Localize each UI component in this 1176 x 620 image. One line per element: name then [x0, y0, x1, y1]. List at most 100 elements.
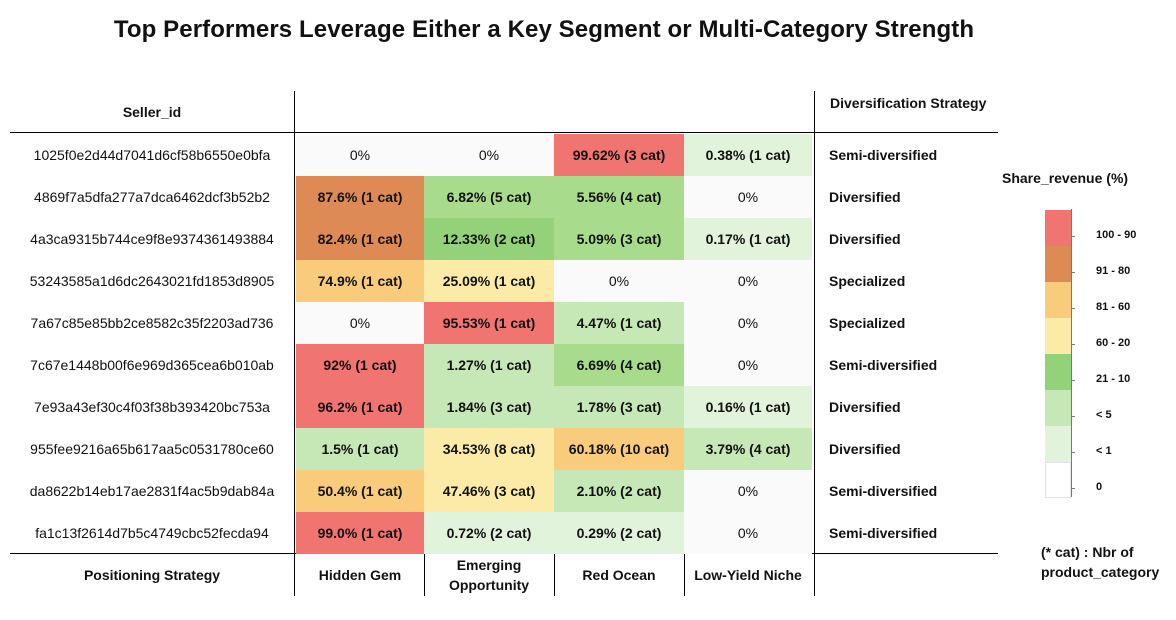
legend-tick	[1071, 236, 1075, 237]
share-cell: 96.2% (1 cat)	[296, 386, 424, 428]
legend-label: 91 - 80	[1096, 265, 1131, 277]
diversification-strategy-cell: Diversified	[829, 189, 901, 205]
legend-title: Share_revenue (%)	[1002, 170, 1129, 186]
share-cell: 0%	[684, 302, 812, 344]
share-cell: 1.27% (1 cat)	[424, 344, 554, 386]
legend-swatch	[1045, 282, 1071, 318]
legend-swatch	[1045, 426, 1071, 462]
legend-swatch	[1045, 318, 1071, 354]
share-cell: 0%	[684, 512, 812, 554]
grid-hline-top	[10, 132, 998, 133]
legend-tick	[1071, 344, 1075, 345]
note-line-1: (* cat) : Nbr of	[1041, 544, 1134, 560]
share-cell: 47.46% (3 cat)	[424, 470, 554, 512]
share-cell: 1.78% (3 cat)	[554, 386, 684, 428]
legend-swatch	[1045, 246, 1071, 282]
share-cell: 5.56% (4 cat)	[554, 176, 684, 218]
share-cell: 0.17% (1 cat)	[684, 218, 812, 260]
legend-tick	[1071, 272, 1075, 273]
share-cell: 4.47% (1 cat)	[554, 302, 684, 344]
seller-id-cell: 53243585a1d6dc2643021fd1853d8905	[29, 273, 275, 289]
share-cell: 0%	[684, 344, 812, 386]
legend-tick	[1071, 308, 1075, 309]
share-cell: 0%	[684, 470, 812, 512]
share-cell: 87.6% (1 cat)	[296, 176, 424, 218]
legend-tick	[1071, 416, 1075, 417]
share-cell: 1.84% (3 cat)	[424, 386, 554, 428]
legend-swatch	[1045, 390, 1071, 426]
seller-id-cell: 955fee9216a65b617aa5c0531780ce60	[30, 441, 274, 457]
legend-swatch	[1045, 210, 1071, 246]
share-cell: 12.33% (2 cat)	[424, 218, 554, 260]
legend-label: 21 - 10	[1096, 373, 1131, 385]
legend-label: < 1	[1096, 445, 1112, 457]
diversification-strategy-cell: Semi-diversified	[829, 147, 938, 163]
share-cell: 5.09% (3 cat)	[554, 218, 684, 260]
diversification-strategy-cell: Semi-diversified	[829, 357, 938, 373]
share-cell: 0%	[684, 176, 812, 218]
grid-vline-left	[294, 91, 295, 596]
share-cell: 0%	[424, 134, 554, 176]
chart-title: Top Performers Leverage Either a Key Seg…	[113, 16, 975, 43]
seller-id-cell: 4869f7a5dfa277a7dca6462dcf3b52b2	[34, 189, 270, 205]
diversification-strategy-cell: Diversified	[829, 441, 901, 457]
seller-id-cell: 7e93a43ef30c4f03f38b393420bc753a	[34, 399, 270, 415]
seller-id-cell: 1025f0e2d44d7041d6cf58b6550e0bfa	[33, 147, 271, 163]
share-cell: 82.4% (1 cat)	[296, 218, 424, 260]
diversification-strategy-cell: Semi-diversified	[829, 525, 938, 541]
category-count-note: (* cat) : Nbr of product_category	[1041, 542, 1159, 582]
share-cell: 95.53% (1 cat)	[424, 302, 554, 344]
share-cell: 0.16% (1 cat)	[684, 386, 812, 428]
footer-separator	[554, 554, 555, 596]
share-cell: 50.4% (1 cat)	[296, 470, 424, 512]
seller-id-cell: 4a3ca9315b744ce9f8e9374361493884	[30, 231, 274, 247]
share-cell: 0%	[684, 260, 812, 302]
legend-tick	[1071, 452, 1075, 453]
share-cell: 92% (1 cat)	[296, 344, 424, 386]
legend-tick	[1071, 380, 1075, 381]
footer-separator	[424, 554, 425, 596]
share-cell: 3.79% (4 cat)	[684, 428, 812, 470]
diversification-strategy-cell: Semi-diversified	[829, 483, 938, 499]
share-cell: 0%	[296, 302, 424, 344]
share-cell: 2.10% (2 cat)	[554, 470, 684, 512]
column-header: Hidden Gem	[318, 567, 402, 583]
share-cell: 0.72% (2 cat)	[424, 512, 554, 554]
share-cell: 60.18% (10 cat)	[554, 428, 684, 470]
legend-swatch	[1045, 462, 1071, 498]
legend-label: 0	[1096, 481, 1103, 493]
diversification-strategy-cell: Diversified	[829, 231, 901, 247]
share-cell: 99.62% (3 cat)	[554, 134, 684, 176]
share-cell: 25.09% (1 cat)	[424, 260, 554, 302]
seller-id-cell: 7c67e1448b00f6e969d365cea6b010ab	[30, 357, 274, 373]
legend-swatch	[1045, 354, 1071, 390]
seller-id-cell: da8622b14eb17ae2831f4ac5b9dab84a	[29, 483, 275, 499]
column-header: Emerging Opportunity	[448, 557, 530, 593]
note-line-2: product_category	[1041, 564, 1160, 580]
share-cell: 0%	[554, 260, 684, 302]
share-cell: 0.29% (2 cat)	[554, 512, 684, 554]
seller-id-cell: fa1c13f2614d7b5c4749cbc52fecda94	[35, 525, 269, 541]
share-cell: 34.53% (8 cat)	[424, 428, 554, 470]
legend-label: < 5	[1096, 409, 1112, 421]
diversification-strategy-cell: Specialized	[829, 315, 906, 331]
diversification-strategy-cell: Specialized	[829, 273, 906, 289]
share-cell: 6.82% (5 cat)	[424, 176, 554, 218]
seller-id-cell: 7a67c85e85bb2ce8582c35f2203ad736	[30, 315, 274, 331]
share-cell: 74.9% (1 cat)	[296, 260, 424, 302]
share-cell: 0%	[296, 134, 424, 176]
legend-label: 60 - 20	[1096, 337, 1131, 349]
footer-separator	[684, 554, 685, 596]
diversification-strategy-cell: Diversified	[829, 399, 901, 415]
grid-vline-right	[814, 91, 815, 596]
legend-label: 100 - 90	[1096, 229, 1137, 241]
share-cell: 1.5% (1 cat)	[296, 428, 424, 470]
legend-tick	[1071, 488, 1075, 489]
share-cell: 99.0% (1 cat)	[296, 512, 424, 554]
diversification-strategy-header: Diversification Strategy	[830, 95, 987, 111]
column-header: Low-Yield Niche	[694, 567, 802, 583]
legend-axis	[1071, 209, 1072, 497]
share-cell: 6.69% (4 cat)	[554, 344, 684, 386]
share-cell: 0.38% (1 cat)	[684, 134, 812, 176]
positioning-strategy-label: Positioning Strategy	[83, 567, 221, 583]
